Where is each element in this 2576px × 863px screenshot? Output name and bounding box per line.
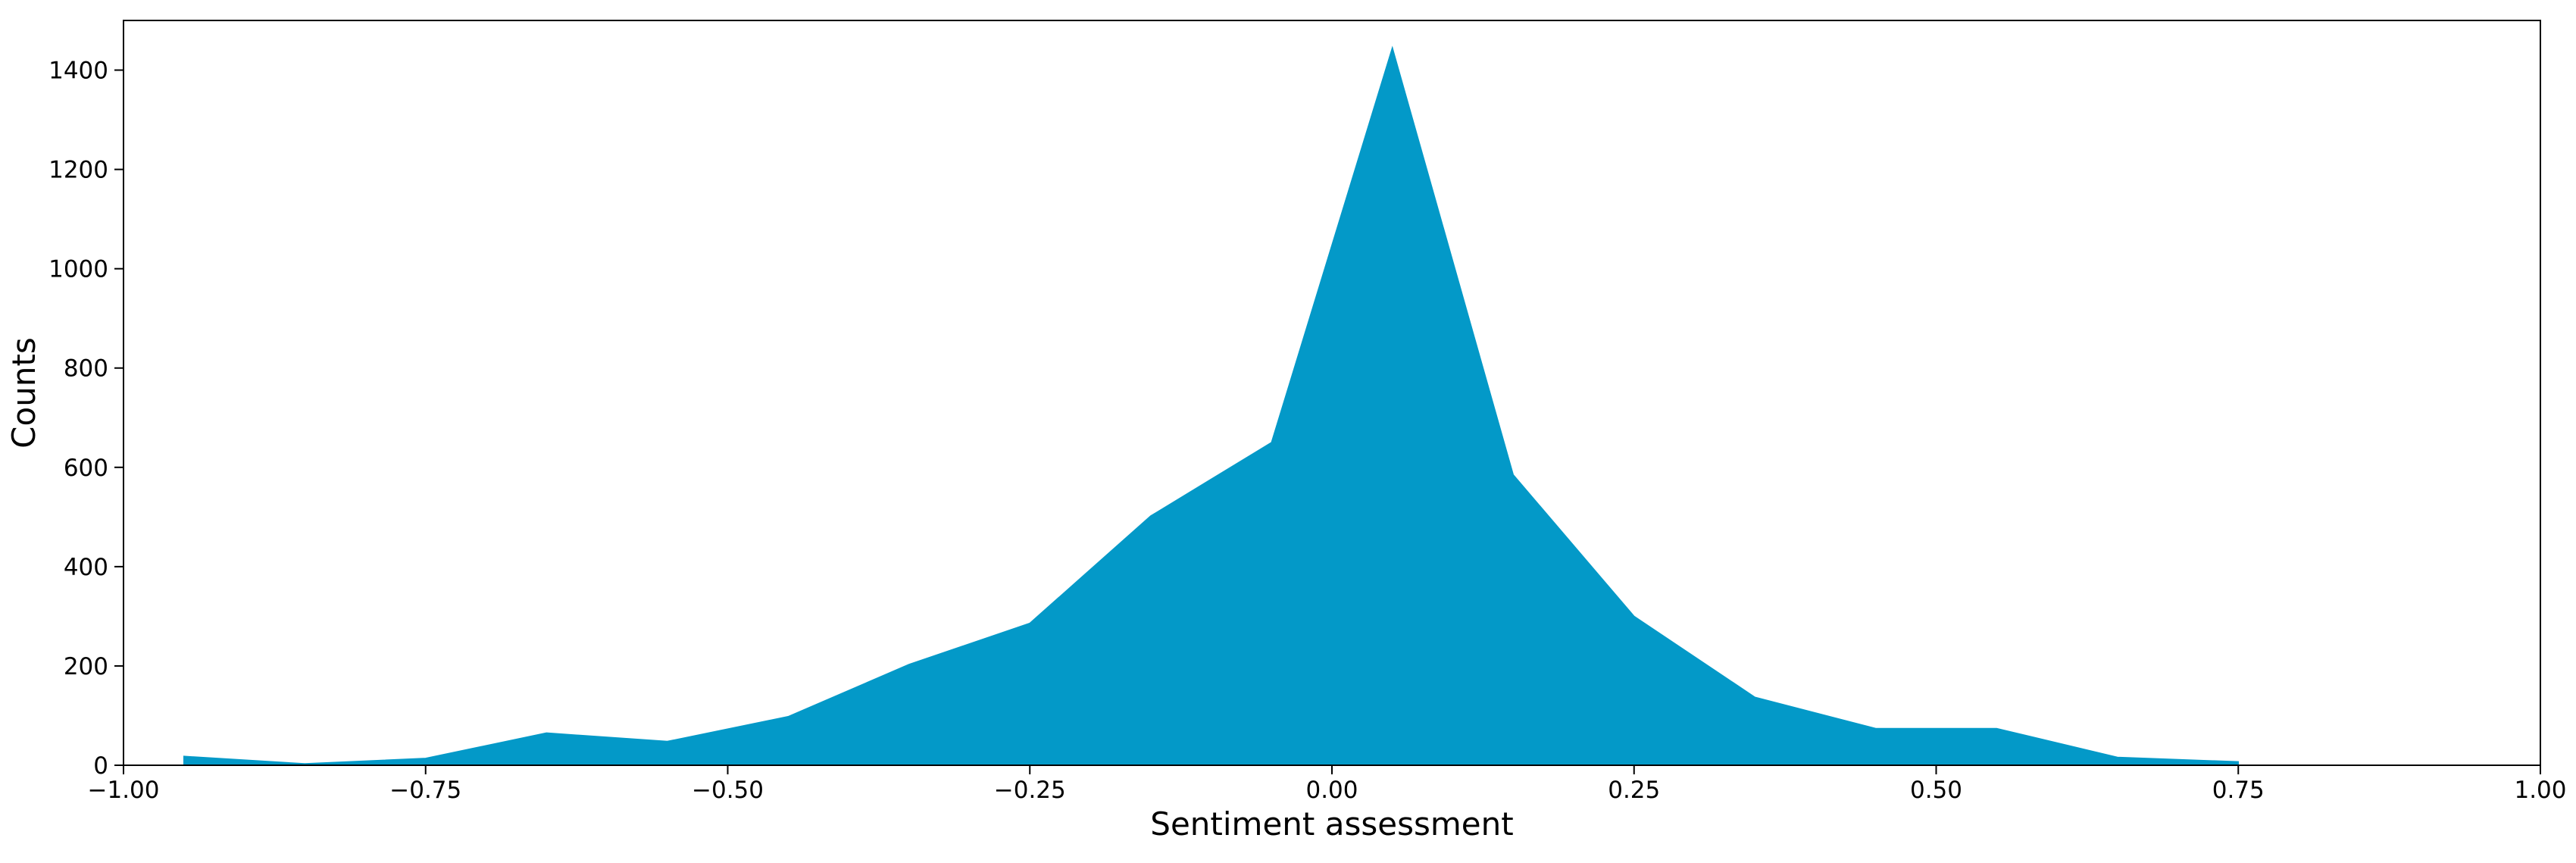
y-tick-label: 200	[64, 653, 108, 680]
x-tick-label: 0.50	[1910, 777, 1962, 804]
y-tick-label: 0	[93, 752, 108, 780]
x-tick-label: 1.00	[2514, 777, 2566, 804]
y-axis-ticks: 0 200 400 600 800 1000 1200 1400	[48, 58, 123, 780]
y-axis-label: Counts	[5, 337, 42, 449]
y-tick-label: 1000	[48, 256, 108, 283]
x-tick-label: 0.75	[2212, 777, 2265, 804]
x-axis-ticks: −1.00 −0.75 −0.50 −0.25 0.00 0.25 0.50 0.75 1.00	[88, 765, 2567, 804]
area-fill	[183, 45, 2239, 766]
y-tick-label: 1200	[48, 157, 108, 184]
x-tick-label: −0.25	[994, 777, 1066, 804]
x-axis-label: Sentiment assessment	[1150, 805, 1513, 843]
x-tick-label: −0.75	[389, 777, 461, 804]
x-tick-label: 0.00	[1305, 777, 1358, 804]
y-tick-label: 400	[64, 554, 108, 581]
plot-frame	[123, 20, 2541, 766]
x-tick-label: 0.25	[1608, 777, 1660, 804]
y-tick-label: 1400	[48, 58, 108, 85]
area-series	[183, 45, 2239, 766]
x-tick-label: −0.50	[692, 777, 764, 804]
y-tick-label: 800	[64, 355, 108, 383]
x-tick-label: −1.00	[88, 777, 160, 804]
y-tick-label: 600	[64, 455, 108, 482]
